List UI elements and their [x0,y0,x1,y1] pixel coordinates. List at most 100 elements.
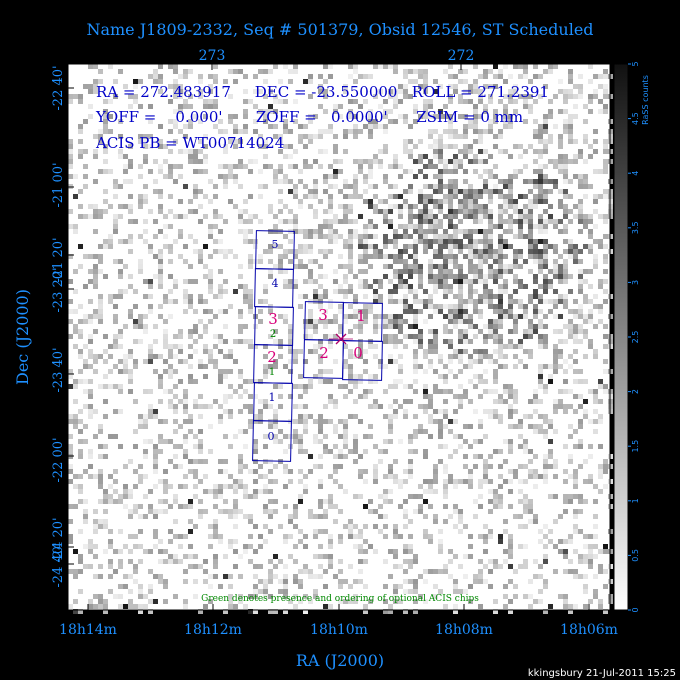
image-pixel [238,329,243,334]
image-pixel [573,474,578,479]
image-pixel [103,124,108,129]
image-pixel [263,594,268,599]
image-pixel [158,249,163,254]
image-pixel [528,269,533,274]
image-pixel [463,554,468,559]
image-pixel [363,174,368,179]
image-pixel [378,514,383,519]
image-pixel [593,194,598,199]
image-pixel [333,279,338,284]
image-pixel [418,429,423,434]
image-pixel [483,389,488,394]
image-pixel [243,544,248,549]
image-pixel [313,259,318,264]
image-pixel [348,259,353,264]
image-pixel [518,169,523,174]
image-pixel [313,514,318,519]
image-pixel [408,254,413,259]
image-pixel [423,349,428,354]
image-pixel [533,239,538,244]
image-pixel [408,79,413,84]
image-pixel [418,234,423,239]
top-tick-label: 272 [448,48,475,64]
image-pixel [583,119,588,124]
image-pixel [578,274,583,279]
image-pixel [453,259,458,264]
image-pixel [393,334,398,339]
image-pixel [143,239,148,244]
image-pixel [148,439,153,444]
chip-label-i0: 0 [353,344,363,362]
image-pixel [423,579,428,584]
image-pixel [493,64,498,69]
image-pixel [493,319,498,324]
image-pixel [183,309,188,314]
image-pixel [448,309,453,314]
image-pixel [393,259,398,264]
image-pixel [208,319,213,324]
image-pixel [378,404,383,409]
image-pixel [548,364,553,369]
image-pixel [438,224,443,229]
image-pixel [503,199,508,204]
image-pixel [383,514,388,519]
image-pixel [568,309,573,314]
image-pixel [408,559,413,564]
image-pixel [538,599,543,604]
image-pixel [228,584,233,589]
image-pixel [428,479,433,484]
image-pixel [563,189,568,194]
image-pixel [323,109,328,114]
image-pixel [578,149,583,154]
image-pixel [198,94,203,99]
image-pixel [103,599,108,604]
image-pixel [98,599,103,604]
image-pixel [268,469,273,474]
image-pixel [453,234,458,239]
image-pixel [378,249,383,254]
image-pixel [253,414,258,419]
image-pixel [413,314,418,319]
image-pixel [298,579,303,584]
image-pixel [263,289,268,294]
image-pixel [408,224,413,229]
image-pixel [288,324,293,329]
chip-label-i2: 2 [319,344,329,362]
image-pixel [583,194,588,199]
image-pixel [458,319,463,324]
image-pixel [148,74,153,79]
image-pixel [523,334,528,339]
image-pixel [453,449,458,454]
image-pixel [548,374,553,379]
image-pixel [413,364,418,369]
image-pixel [223,609,228,614]
image-pixel [488,154,493,159]
image-pixel [508,384,513,389]
image-pixel [518,284,523,289]
image-pixel [318,564,323,569]
image-pixel [78,569,83,574]
image-pixel [458,334,463,339]
image-pixel [68,414,73,419]
image-pixel [463,129,468,134]
image-pixel [498,449,503,454]
image-pixel [113,229,118,234]
image-pixel [273,434,278,439]
image-pixel [428,414,433,419]
image-pixel [483,234,488,239]
image-pixel [368,129,373,134]
image-pixel [313,329,318,334]
image-pixel [423,164,428,169]
image-pixel [553,329,558,334]
image-pixel [448,474,453,479]
image-pixel [308,164,313,169]
image-pixel [448,219,453,224]
image-pixel [103,159,108,164]
image-pixel [588,344,593,349]
image-pixel [333,574,338,579]
image-pixel [603,104,608,109]
image-pixel [313,134,318,139]
image-pixel [188,299,193,304]
image-pixel [253,479,258,484]
image-pixel [158,539,163,544]
